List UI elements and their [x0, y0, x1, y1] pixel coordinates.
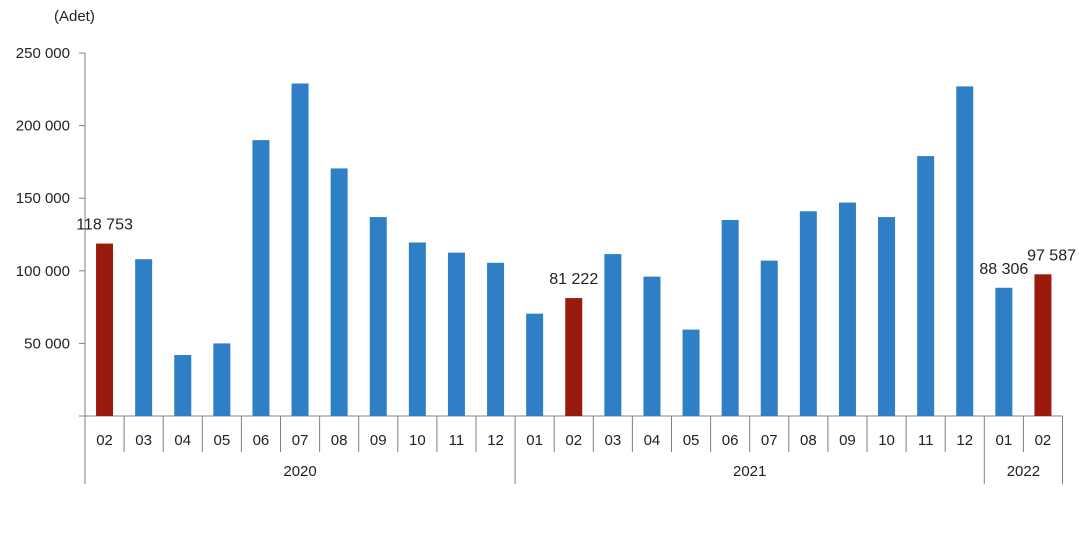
y-tick-label: 50 000: [24, 335, 70, 352]
bar-highlight: [96, 243, 114, 416]
x-tick-label: 07: [761, 432, 778, 449]
bar: [330, 168, 348, 416]
y-tick-label: 150 000: [16, 190, 70, 207]
x-tick-label: 05: [214, 432, 231, 449]
data-label: 88 306: [979, 261, 1028, 278]
bar: [369, 217, 387, 416]
x-tick-label: 03: [605, 432, 622, 449]
bar: [174, 355, 192, 416]
x-tick-label: 04: [644, 432, 661, 449]
data-label: 81 222: [549, 271, 598, 288]
bar: [135, 259, 153, 416]
x-tick-label: 08: [331, 432, 348, 449]
x-tick-label: 11: [918, 432, 934, 449]
bar: [917, 156, 935, 417]
y-tick-label: 200 000: [16, 118, 70, 135]
bar: [682, 329, 700, 416]
bar: [760, 260, 778, 416]
x-tick-label: 07: [292, 432, 309, 449]
bar: [604, 254, 622, 416]
data-label: 118 753: [76, 217, 133, 234]
bar: [408, 242, 426, 416]
x-tick-label: 11: [449, 432, 465, 449]
y-tick-label: 100 000: [16, 263, 70, 280]
unit-label: (Adet): [54, 8, 95, 25]
bar: [291, 83, 309, 416]
bar-highlight: [1034, 274, 1052, 416]
y-tick-label: 250 000: [16, 45, 70, 62]
x-tick-label: 04: [174, 432, 191, 449]
x-tick-label: 08: [800, 432, 817, 449]
bar-highlight: [565, 298, 583, 416]
x-tick-label: 06: [253, 432, 270, 449]
bar: [721, 219, 739, 416]
x-tick-label: 10: [878, 432, 895, 449]
bar: [799, 211, 817, 416]
bar: [487, 262, 505, 416]
bar: [447, 252, 465, 416]
x-tick-label: 12: [487, 432, 504, 449]
bar: [995, 287, 1013, 416]
year-label: 2021: [733, 463, 766, 480]
year-label: 2020: [283, 463, 316, 480]
bar: [526, 313, 544, 416]
x-tick-label: 01: [996, 432, 1013, 449]
bar: [838, 202, 856, 416]
x-tick-label: 03: [135, 432, 152, 449]
x-tick-label: 12: [956, 432, 973, 449]
x-tick-label: 02: [96, 432, 113, 449]
x-tick-label: 09: [839, 432, 856, 449]
bar: [252, 140, 270, 416]
bar: [643, 276, 661, 416]
x-tick-label: 01: [526, 432, 543, 449]
bar: [213, 343, 231, 416]
x-tick-label: 02: [1035, 432, 1052, 449]
x-tick-label: 02: [565, 432, 582, 449]
bar: [956, 86, 974, 417]
x-tick-label: 06: [722, 432, 739, 449]
x-tick-label: 09: [370, 432, 387, 449]
x-tick-label: 10: [409, 432, 426, 449]
data-label: 97 587: [1027, 247, 1076, 264]
x-tick-label: 05: [683, 432, 700, 449]
year-label: 2022: [1007, 463, 1040, 480]
bar: [878, 217, 896, 416]
